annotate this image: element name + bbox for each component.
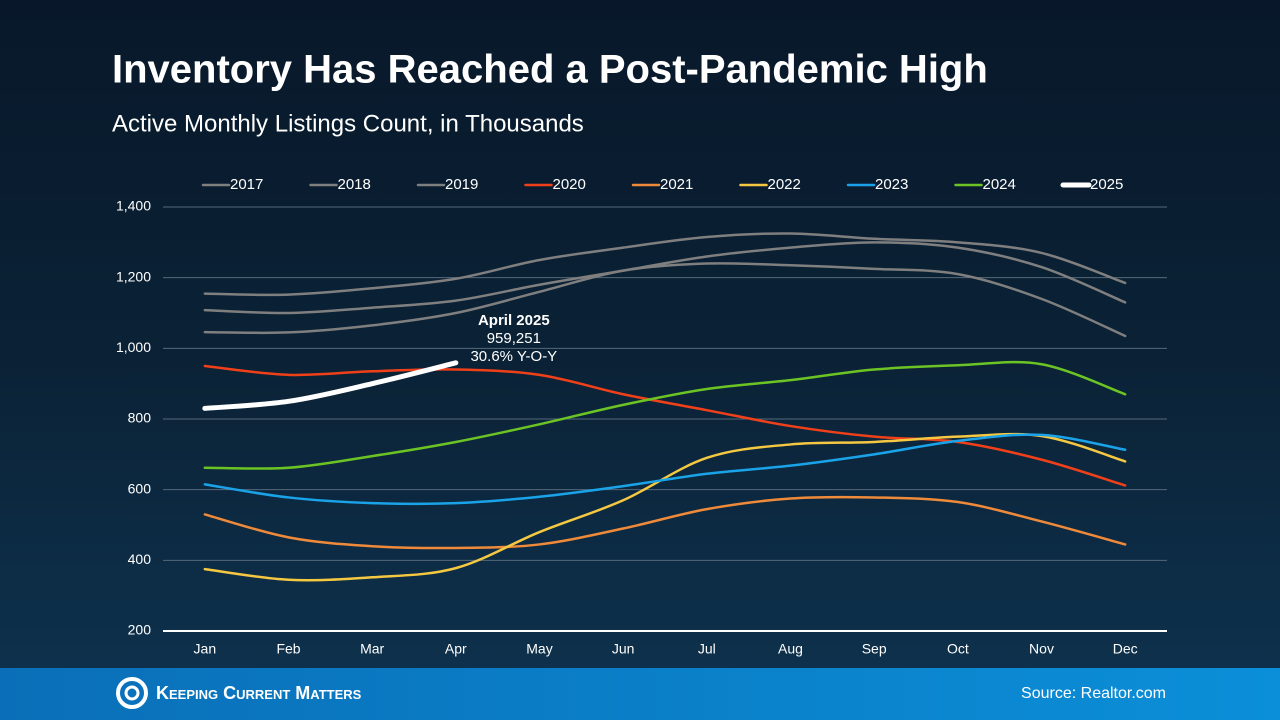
logo-icon bbox=[116, 677, 148, 709]
series-line bbox=[203, 364, 1127, 487]
y-tick-label: 200 bbox=[128, 622, 152, 638]
series-line bbox=[202, 360, 459, 411]
x-tick-label: Sep bbox=[862, 641, 887, 657]
x-tick-label: Apr bbox=[445, 641, 467, 657]
y-tick-label: 800 bbox=[128, 410, 152, 426]
y-tick-label: 1,000 bbox=[116, 339, 151, 355]
x-tick-label: Jan bbox=[194, 641, 217, 657]
legend-label: 2022 bbox=[768, 176, 801, 193]
series-line bbox=[203, 232, 1127, 297]
x-tick-label: May bbox=[526, 641, 552, 657]
legend-label: 2018 bbox=[338, 176, 371, 193]
series-line bbox=[203, 433, 1127, 506]
y-tick-label: 1,400 bbox=[116, 198, 151, 214]
x-tick-label: Jul bbox=[698, 641, 716, 657]
y-tick-label: 400 bbox=[128, 551, 152, 567]
legend-label: 2024 bbox=[983, 176, 1016, 193]
annotation: 959,251 bbox=[487, 330, 541, 347]
series-line bbox=[203, 432, 1127, 582]
x-tick-label: Feb bbox=[276, 641, 300, 657]
x-tick-label: Jun bbox=[612, 641, 635, 657]
brand: Keeping Current Matters bbox=[156, 683, 362, 703]
x-tick-label: Oct bbox=[947, 641, 969, 657]
annotation: April 2025 bbox=[478, 312, 550, 329]
footer-bar bbox=[0, 668, 1280, 720]
x-tick-label: Nov bbox=[1029, 641, 1054, 657]
chart-title: Inventory Has Reached a Post-Pandemic Hi… bbox=[112, 48, 988, 92]
y-tick-label: 1,200 bbox=[116, 268, 151, 284]
series-line bbox=[203, 241, 1127, 315]
chart-subtitle: Active Monthly Listings Count, in Thousa… bbox=[112, 110, 584, 137]
series-line bbox=[203, 495, 1127, 550]
legend-label: 2023 bbox=[875, 176, 908, 193]
legend-label: 2020 bbox=[553, 176, 586, 193]
legend-label: 2019 bbox=[445, 176, 478, 193]
x-tick-label: Aug bbox=[778, 641, 803, 657]
annotation: 30.6% Y-O-Y bbox=[470, 348, 557, 365]
logo-icon-inner bbox=[124, 685, 140, 701]
legend-label: 2021 bbox=[660, 176, 693, 193]
x-tick-label: Mar bbox=[360, 641, 384, 657]
source: Source: Realtor.com bbox=[1021, 685, 1166, 702]
series-line bbox=[203, 360, 1127, 470]
x-tick-label: Dec bbox=[1113, 641, 1138, 657]
legend-label: 2025 bbox=[1090, 176, 1123, 193]
series-line bbox=[203, 262, 1127, 338]
y-tick-label: 600 bbox=[128, 480, 152, 496]
legend-label: 2017 bbox=[230, 176, 263, 193]
